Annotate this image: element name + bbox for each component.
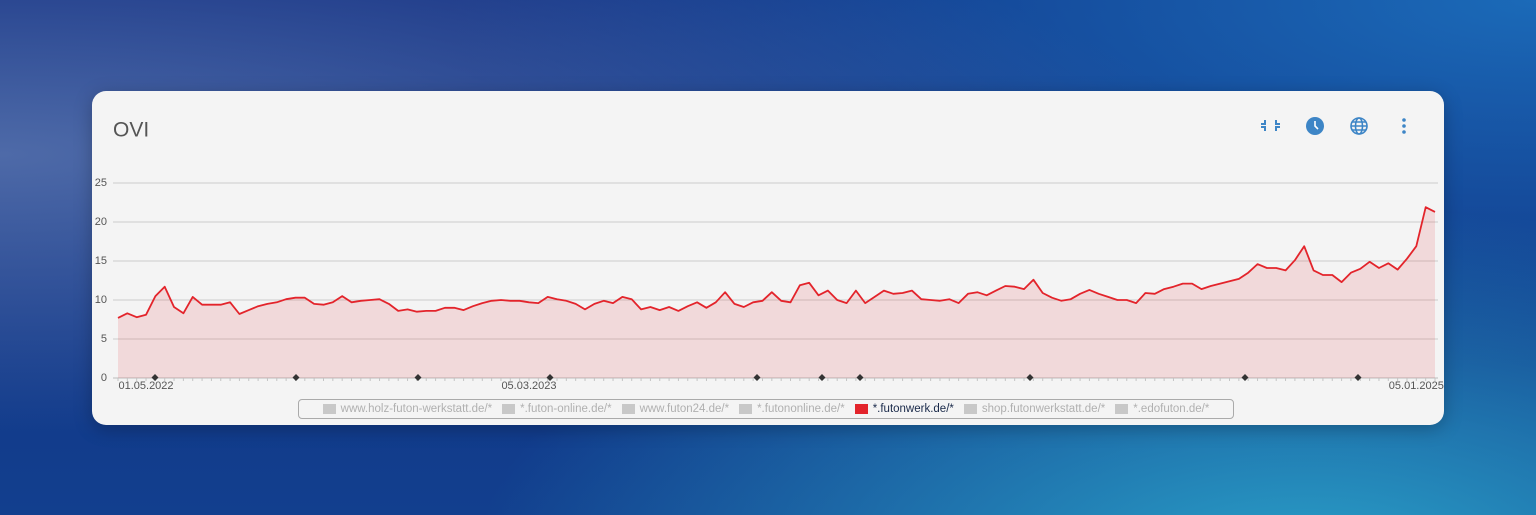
legend-label: *.edofuton.de/* bbox=[1133, 403, 1210, 415]
toolbar bbox=[1261, 117, 1406, 135]
y-tick-label: 15 bbox=[95, 255, 107, 267]
legend-label: www.futon24.de/* bbox=[639, 403, 730, 415]
series-area bbox=[118, 207, 1435, 378]
globe-button[interactable] bbox=[1350, 117, 1368, 135]
x-tick-label: 01.05.2022 bbox=[118, 380, 173, 392]
x-tick-label: 05.03.2023 bbox=[501, 380, 556, 392]
legend-swatch bbox=[854, 404, 868, 414]
legend-swatch bbox=[739, 404, 753, 414]
y-tick-label: 0 bbox=[101, 372, 107, 384]
legend-swatch bbox=[1115, 404, 1129, 414]
legend-label: shop.futonwerkstatt.de/* bbox=[981, 403, 1106, 415]
legend-item[interactable]: www.futon24.de/* bbox=[621, 403, 730, 415]
legend-label: *.futononline.de/* bbox=[757, 403, 845, 415]
y-tick-label: 25 bbox=[95, 177, 107, 189]
legend-swatch bbox=[621, 404, 635, 414]
collapse-button[interactable] bbox=[1261, 120, 1280, 131]
legend-item[interactable]: *.futononline.de/* bbox=[739, 403, 845, 415]
legend-label: *.futonwerk.de/* bbox=[872, 403, 954, 415]
legend-item[interactable]: *.futon-online.de/* bbox=[502, 403, 612, 415]
legend-label: *.futon-online.de/* bbox=[520, 403, 612, 415]
legend-item[interactable]: shop.futonwerkstatt.de/* bbox=[963, 403, 1106, 415]
legend-item[interactable]: *.edofuton.de/* bbox=[1115, 403, 1209, 415]
plot-area: 0 5 10 15 20 25 01.05.2022 05.03.2023 05.01.2025 bbox=[95, 177, 1444, 392]
menu-button[interactable] bbox=[1402, 118, 1406, 134]
legend-swatch bbox=[502, 404, 516, 414]
chart-title: OVI bbox=[113, 119, 149, 142]
legend-swatch bbox=[322, 404, 336, 414]
y-tick-label: 20 bbox=[95, 216, 107, 228]
legend-swatch bbox=[963, 404, 977, 414]
series-line bbox=[117, 206, 1436, 319]
legend: www.holz-futon-werkstatt.de/* *.futon-onl… bbox=[298, 399, 1234, 419]
x-tick-label: 05.01.2025 bbox=[1389, 380, 1444, 392]
y-tick-label: 5 bbox=[101, 333, 107, 345]
history-button[interactable] bbox=[1306, 117, 1324, 135]
legend-label: www.holz-futon-werkstatt.de/* bbox=[340, 403, 493, 415]
legend-item[interactable]: *.futonwerk.de/* bbox=[854, 403, 954, 415]
event-markers bbox=[151, 374, 1362, 381]
chart-card bbox=[92, 91, 1444, 425]
y-tick-label: 10 bbox=[95, 294, 107, 306]
legend-item[interactable]: www.holz-futon-werkstatt.de/* bbox=[322, 403, 493, 415]
